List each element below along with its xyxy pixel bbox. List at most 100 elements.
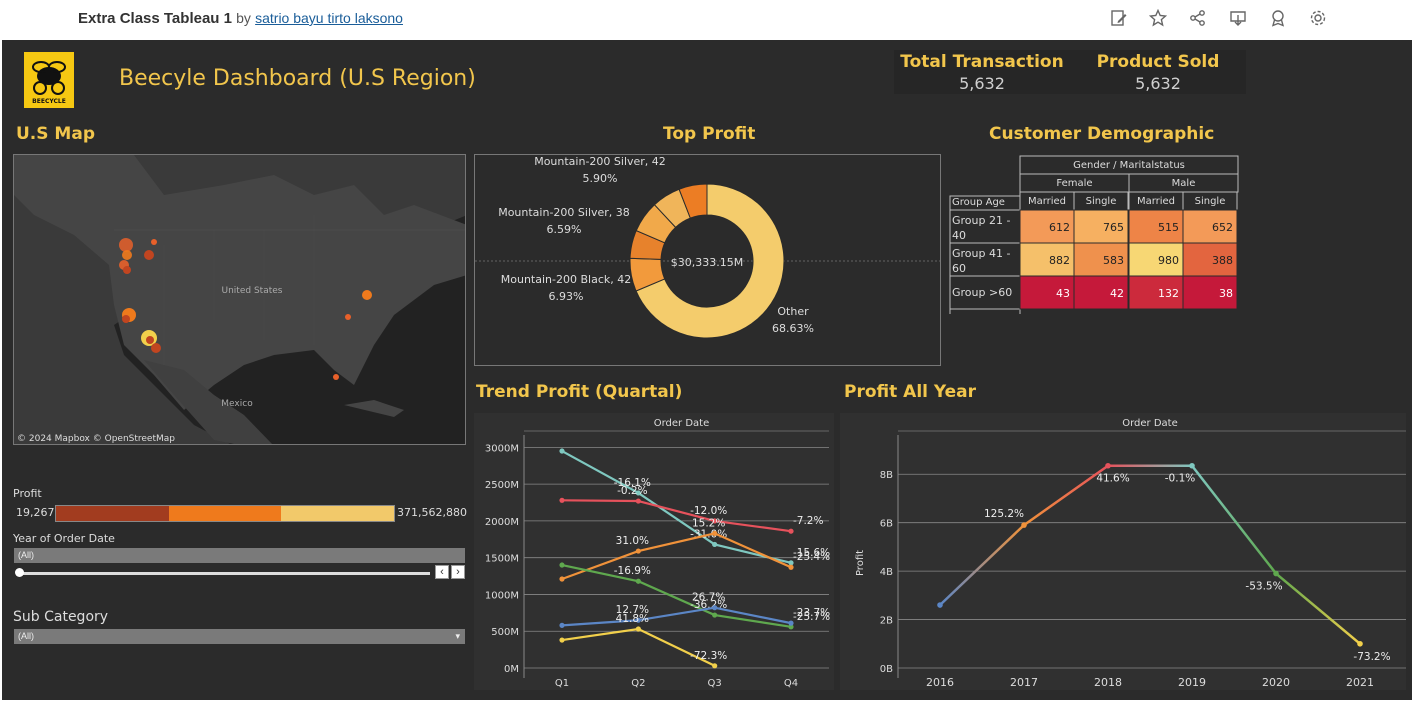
year-x-tick: 2018 bbox=[1094, 676, 1122, 689]
trend-series-line bbox=[561, 450, 792, 564]
heatmap-cell bbox=[1128, 275, 1184, 310]
map-label-mexico: Mexico bbox=[221, 399, 253, 409]
year-slider-track[interactable] bbox=[18, 572, 430, 575]
trend-data-label: 15.2% bbox=[692, 517, 725, 529]
kpi-total-transaction: Total Transaction 5,632 bbox=[894, 50, 1070, 94]
year-line-segment bbox=[939, 524, 1025, 606]
trend-x-tick: Q4 bbox=[784, 678, 798, 689]
trend-point bbox=[712, 663, 718, 669]
dashboard: BEECYCLE Beecyle Dashboard (U.S Region) … bbox=[2, 40, 1412, 700]
author-link[interactable]: satrio bayu tirto laksono bbox=[255, 10, 403, 26]
trend-series-line bbox=[561, 532, 792, 581]
year-next-button[interactable]: › bbox=[451, 565, 465, 579]
trend-point bbox=[635, 626, 641, 632]
year-point bbox=[1105, 462, 1111, 469]
trend-point bbox=[788, 620, 794, 626]
year-line-segment bbox=[1191, 464, 1277, 575]
trend-point bbox=[712, 530, 718, 537]
trend-point bbox=[712, 612, 718, 618]
trend-data-label: -16.9% bbox=[614, 565, 651, 577]
donut-slice-label: Mountain-200 Black, 42 bbox=[501, 273, 631, 286]
trend-point bbox=[635, 490, 641, 496]
heatmap-row-label: 40 bbox=[952, 229, 966, 242]
download-icon[interactable] bbox=[1227, 9, 1249, 31]
trend-profit-chart[interactable]: Order Date 0M 500M 1000M 1500M 2000M 2500M 3000… bbox=[474, 413, 834, 690]
trend-y-tick: 2500M bbox=[485, 480, 519, 491]
demographic-heatmap[interactable]: Gender / Maritalstatus Female Male Married S… bbox=[947, 154, 1247, 314]
trend-y-tick: 500M bbox=[491, 627, 519, 638]
heatmap-cell bbox=[1182, 275, 1238, 310]
workbook-title-text: Extra Class Tableau 1 bbox=[78, 10, 232, 27]
trend-x-tick: Q2 bbox=[631, 678, 645, 689]
trend-x-tick: Q1 bbox=[555, 678, 569, 689]
trend-point bbox=[788, 624, 794, 630]
heatmap-cell-value: 43 bbox=[1056, 287, 1070, 300]
year-filter-dropdown[interactable]: (All) bbox=[14, 548, 465, 563]
year-line-segment bbox=[1023, 464, 1109, 527]
heatmap-row-header: Group Age bbox=[952, 197, 1005, 208]
legend-swatch-high bbox=[281, 506, 395, 521]
heatmap-cell-value: 583 bbox=[1103, 254, 1124, 267]
year-prev-button[interactable]: ‹ bbox=[435, 565, 449, 579]
star-icon[interactable] bbox=[1147, 8, 1169, 31]
trend-y-tick: 3000M bbox=[485, 443, 519, 454]
profit-year-title: Profit All Year bbox=[844, 382, 977, 402]
heatmap-cell-value: 882 bbox=[1049, 254, 1070, 267]
year-x-title: Order Date bbox=[1122, 418, 1178, 429]
trend-point bbox=[635, 548, 641, 554]
year-line-segment bbox=[1275, 572, 1361, 645]
year-x-tick: 2020 bbox=[1262, 676, 1290, 689]
year-slider-handle[interactable] bbox=[15, 568, 24, 577]
year-data-label: 125.2% bbox=[984, 508, 1024, 520]
year-point bbox=[1189, 462, 1195, 469]
trend-y-tick: 1000M bbox=[485, 590, 519, 601]
donut-slice-label: Mountain-200 Silver, 42 bbox=[534, 155, 666, 168]
heatmap-cell bbox=[1073, 209, 1129, 244]
trend-point bbox=[712, 605, 718, 611]
year-data-label: -73.2% bbox=[1353, 651, 1390, 663]
year-x-tick: 2017 bbox=[1010, 676, 1038, 689]
top-profit-donut[interactable]: $30,333.15M Other 68.63% Mountain-200 Black… bbox=[475, 155, 940, 365]
donut-slice-pct: 68.63% bbox=[772, 322, 814, 335]
heatmap-cell bbox=[1073, 275, 1129, 310]
trend-point bbox=[559, 576, 565, 582]
year-data-label: 41.6% bbox=[1096, 473, 1129, 485]
profit-all-year-chart[interactable]: Order Date Profit 0B 2B 4B 6B 8B 2016 2017 2018 20… bbox=[840, 413, 1406, 690]
chevron-down-icon: ▾ bbox=[455, 631, 460, 641]
donut-slice-label: Mountain-200 Silver, 38 bbox=[498, 206, 630, 219]
legend-swatch-low bbox=[56, 506, 169, 521]
us-map[interactable]: United States Mexico © 2024 Mapbox © Ope… bbox=[13, 154, 466, 445]
trend-point bbox=[635, 578, 641, 584]
heatmap-status-header: Single bbox=[1195, 196, 1226, 207]
year-y-tick: 6B bbox=[880, 519, 893, 530]
top-profit-panel: $30,333.15M Other 68.63% Mountain-200 Black… bbox=[474, 154, 941, 366]
subcategory-value: (All) bbox=[18, 631, 34, 641]
subcategory-dropdown[interactable]: (All) ▾ bbox=[14, 629, 465, 644]
badge-icon[interactable] bbox=[1267, 9, 1289, 31]
heatmap-row-label: Group 21 - bbox=[952, 214, 1010, 227]
year-y-tick: 8B bbox=[880, 470, 893, 481]
top-profit-title: Top Profit bbox=[663, 124, 756, 144]
heatmap-row-label: Group >60 bbox=[952, 286, 1012, 299]
heatmap-cell-value: 42 bbox=[1110, 287, 1124, 300]
heatmap-row-label: Group 41 - bbox=[952, 247, 1010, 260]
legend-swatch-mid bbox=[168, 506, 282, 521]
trend-data-label: -23.7% bbox=[793, 607, 830, 619]
trend-data-label: -16.1% bbox=[614, 477, 651, 489]
heatmap-cell-value: 515 bbox=[1158, 221, 1179, 234]
trend-point bbox=[788, 528, 794, 534]
share-icon[interactable] bbox=[1187, 9, 1209, 31]
trend-y-tick: 2000M bbox=[485, 517, 519, 528]
trend-point bbox=[635, 498, 641, 504]
heatmap-cell bbox=[1019, 209, 1075, 244]
heatmap-gender-header: Female bbox=[1056, 178, 1092, 189]
trend-title: Trend Profit (Quartal) bbox=[476, 382, 683, 402]
heatmap-cell bbox=[1019, 275, 1075, 310]
gear-icon[interactable] bbox=[1307, 9, 1329, 31]
year-point bbox=[1273, 570, 1279, 577]
edit-icon[interactable] bbox=[1108, 9, 1130, 31]
trend-point bbox=[712, 518, 718, 524]
kpi-value: 5,632 bbox=[1135, 74, 1181, 93]
year-y-tick: 2B bbox=[880, 616, 893, 627]
year-point bbox=[1357, 640, 1363, 647]
